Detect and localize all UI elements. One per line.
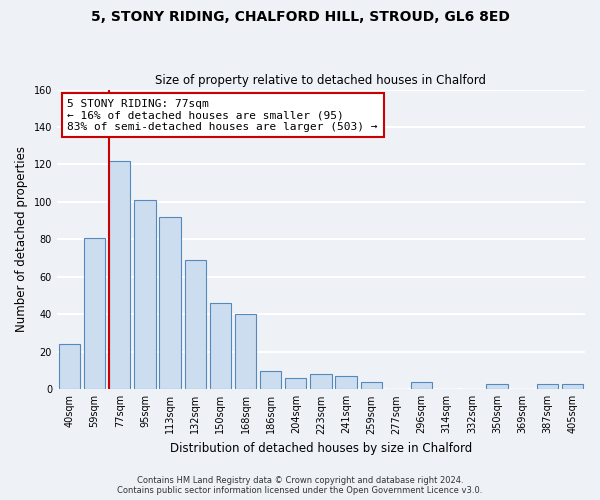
Bar <box>335 376 357 390</box>
Bar <box>260 370 281 390</box>
Bar <box>209 303 231 390</box>
Bar <box>185 260 206 390</box>
Text: 5, STONY RIDING, CHALFORD HILL, STROUD, GL6 8ED: 5, STONY RIDING, CHALFORD HILL, STROUD, … <box>91 10 509 24</box>
Bar <box>411 382 432 390</box>
Bar <box>562 384 583 390</box>
Bar <box>361 382 382 390</box>
Text: 5 STONY RIDING: 77sqm
← 16% of detached houses are smaller (95)
83% of semi-deta: 5 STONY RIDING: 77sqm ← 16% of detached … <box>67 98 378 132</box>
Bar <box>486 384 508 390</box>
Bar <box>160 217 181 390</box>
Bar <box>285 378 307 390</box>
X-axis label: Distribution of detached houses by size in Chalford: Distribution of detached houses by size … <box>170 442 472 455</box>
Title: Size of property relative to detached houses in Chalford: Size of property relative to detached ho… <box>155 74 487 87</box>
Bar <box>84 238 106 390</box>
Bar <box>310 374 332 390</box>
Bar <box>109 160 130 390</box>
Bar <box>536 384 558 390</box>
Bar <box>134 200 155 390</box>
Y-axis label: Number of detached properties: Number of detached properties <box>15 146 28 332</box>
Bar <box>59 344 80 390</box>
Bar <box>235 314 256 390</box>
Text: Contains HM Land Registry data © Crown copyright and database right 2024.
Contai: Contains HM Land Registry data © Crown c… <box>118 476 482 495</box>
